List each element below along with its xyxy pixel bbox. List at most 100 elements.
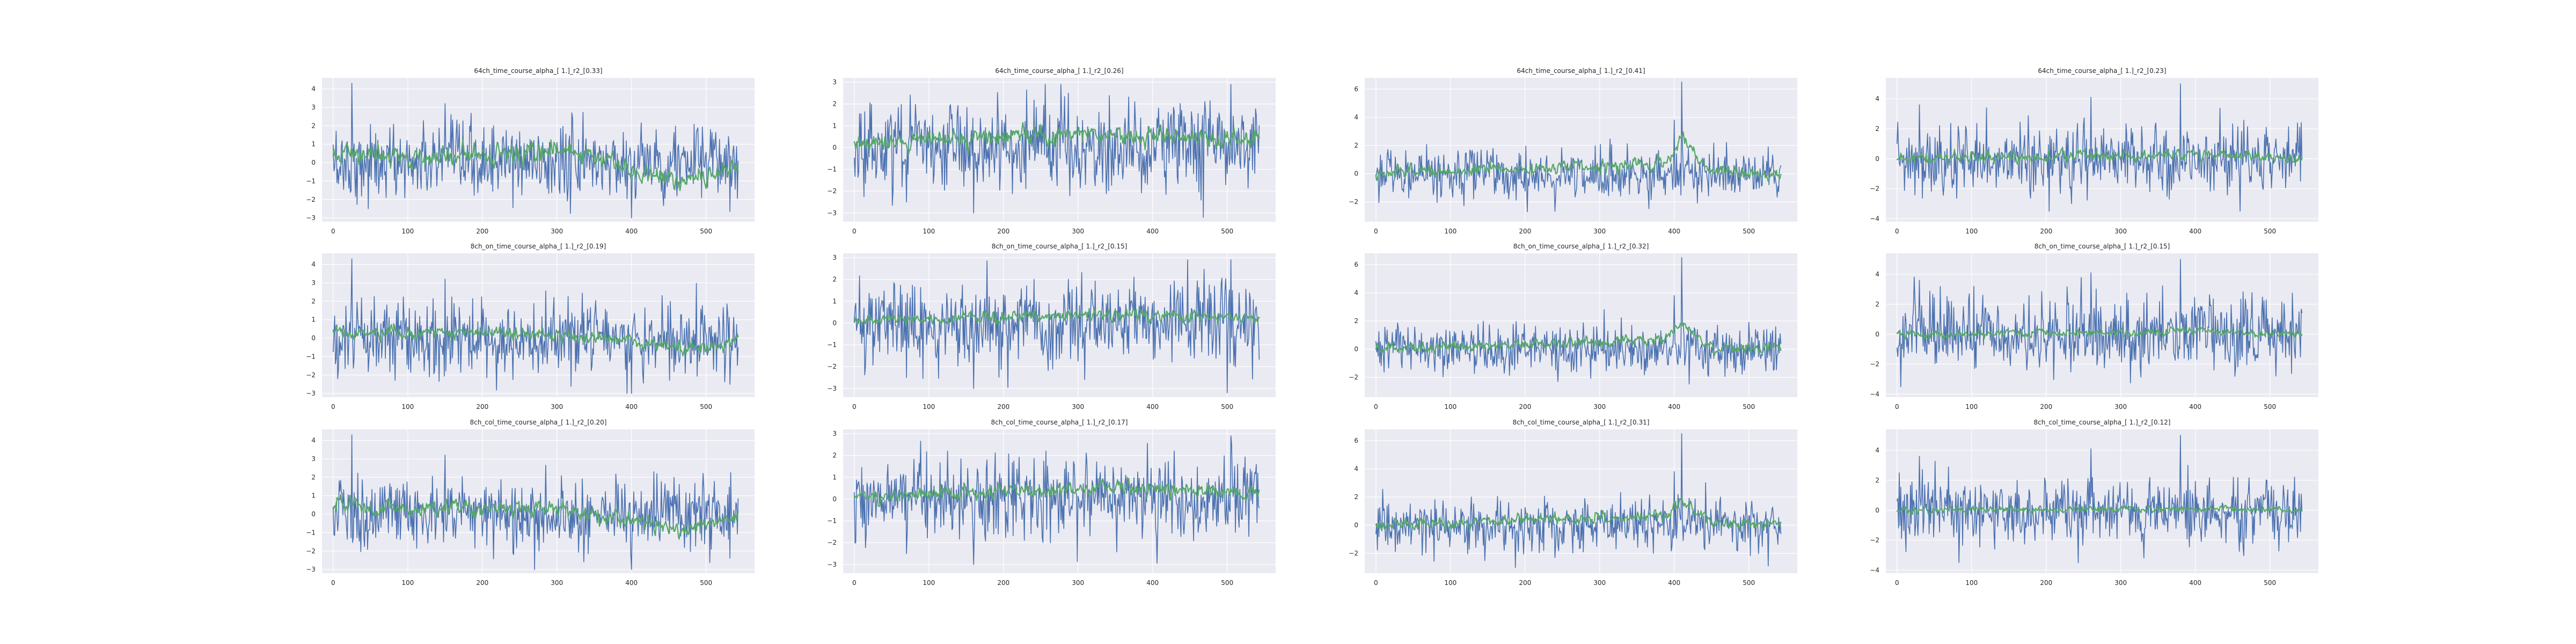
- y-tick-label: 0: [311, 334, 316, 342]
- x-tick-label: 400: [1146, 579, 1159, 587]
- y-tick-label: −2: [306, 371, 316, 379]
- x-tick-label: 300: [1072, 403, 1084, 411]
- x-tick-label: 200: [997, 579, 1009, 587]
- x-tick-label: 100: [1965, 403, 1978, 411]
- y-tick-label: 6: [1354, 85, 1358, 93]
- x-tick-label: 400: [1146, 228, 1159, 235]
- x-tick-label: 300: [551, 403, 563, 411]
- x-tick-label: 100: [1444, 579, 1457, 587]
- y-tick-label: 2: [311, 473, 316, 481]
- x-tick-label: 200: [476, 579, 488, 587]
- y-tick-label: −1: [306, 353, 316, 360]
- y-tick-label: −3: [827, 209, 837, 217]
- y-tick-label: 2: [832, 452, 837, 459]
- x-tick-label: 500: [1743, 579, 1755, 587]
- y-tick-label: 4: [1875, 95, 1879, 103]
- subplot-title: 8ch_col_time_course_alpha_[ 1.]_r2_[0.31…: [1513, 419, 1650, 426]
- subplot-title: 64ch_time_course_alpha_[ 1.]_r2_[0.23]: [2038, 67, 2166, 75]
- x-tick-label: 100: [401, 228, 414, 235]
- y-tick-label: −4: [1870, 390, 1879, 398]
- x-tick-label: 200: [476, 228, 488, 235]
- y-tick-label: −3: [306, 390, 316, 397]
- y-tick-label: 4: [311, 437, 316, 444]
- x-tick-label: 100: [1965, 228, 1978, 235]
- x-tick-label: 500: [2264, 579, 2276, 587]
- y-tick-label: −1: [827, 166, 837, 173]
- x-tick-label: 0: [852, 228, 857, 235]
- x-tick-label: 400: [1668, 228, 1680, 235]
- y-tick-label: −2: [827, 187, 837, 195]
- y-tick-label: −2: [1870, 361, 1879, 368]
- x-tick-label: 400: [1668, 579, 1680, 587]
- series-line-2: [332, 494, 739, 540]
- y-tick-label: 4: [1875, 270, 1879, 278]
- x-tick-label: 200: [2040, 579, 2052, 587]
- y-tick-label: 0: [832, 319, 837, 327]
- y-tick-label: −2: [306, 547, 316, 555]
- subplot-3: 0 100 200 300 400 500 −2 0 2 4 6 64ch_time_course_a…: [1349, 67, 1797, 235]
- x-tick-label: 400: [2189, 579, 2201, 587]
- y-tick-label: 3: [311, 104, 316, 111]
- y-tick-label: −1: [827, 341, 837, 349]
- y-tick-label: 0: [1875, 507, 1879, 514]
- y-tick-label: −2: [306, 196, 316, 203]
- x-tick-label: 300: [1072, 579, 1084, 587]
- subplot-title: 64ch_time_course_alpha_[ 1.]_r2_[0.33]: [474, 67, 602, 75]
- y-tick-label: 2: [1354, 142, 1358, 149]
- subplot-grid: 0 100 200 300 400 500−3−2−10123464ch_time_cou…: [306, 67, 2318, 587]
- subplot-2: 0 100 200 300 400 500 −3 −2 −1 0 1 2 3 64ch_time_cour…: [827, 67, 1276, 235]
- y-tick-label: 1: [832, 122, 837, 129]
- y-tick-label: 3: [311, 279, 316, 287]
- x-tick-label: 400: [625, 579, 638, 587]
- x-tick-label: 500: [2264, 403, 2276, 411]
- y-tick-label: 4: [1354, 114, 1358, 121]
- y-tick-label: −2: [1870, 185, 1879, 193]
- x-tick-label: 200: [1519, 228, 1531, 235]
- subplot-6: 0 100 200 300 400 500 −3 −2 −1 0 1 2 3 8ch_on_time_co…: [827, 243, 1276, 411]
- axes-background: [1365, 78, 1797, 222]
- subplot-5: 0 100 200 300 400 500 −3 −2 −1 0 1 2 3 4 8ch_on_time_c…: [306, 243, 755, 411]
- subplot-title: 8ch_col_time_course_alpha_[ 1.]_r2_[0.20…: [470, 419, 607, 426]
- series-line-1: [333, 258, 739, 394]
- y-tick-label: 4: [311, 85, 316, 93]
- x-tick-label: 400: [625, 228, 638, 235]
- series-line-1: [854, 84, 1260, 218]
- axes-background: [1365, 253, 1797, 397]
- x-tick-label: 400: [2189, 403, 2201, 411]
- series-line-2: [1375, 497, 1782, 531]
- x-tick-label: 500: [1221, 579, 1233, 587]
- y-tick-label: −2: [1349, 550, 1358, 557]
- y-tick-label: 0: [1354, 346, 1358, 353]
- y-tick-label: 2: [1875, 477, 1879, 484]
- x-tick-label: 100: [923, 579, 935, 587]
- y-tick-label: 2: [832, 276, 837, 283]
- x-tick-label: 200: [1519, 579, 1531, 587]
- x-tick-label: 0: [331, 579, 335, 587]
- x-tick-label: 0: [1374, 403, 1378, 411]
- subplot-8: 0 100 200 300 400 500 −4 −2 0 2 4 8ch_on_time_cours…: [1870, 243, 2318, 411]
- series-line-2: [853, 122, 1260, 155]
- y-tick-label: 3: [832, 430, 837, 437]
- x-tick-label: 200: [2040, 228, 2052, 235]
- x-tick-label: 500: [1221, 228, 1233, 235]
- x-tick-label: 200: [476, 403, 488, 411]
- y-tick-label: 1: [311, 316, 316, 324]
- x-tick-label: 0: [331, 228, 335, 235]
- y-tick-label: 4: [1354, 465, 1358, 473]
- x-tick-label: 500: [1743, 228, 1755, 235]
- y-tick-label: 0: [311, 510, 316, 518]
- x-tick-label: 0: [852, 403, 857, 411]
- x-tick-label: 200: [1519, 403, 1531, 411]
- x-tick-label: 300: [1593, 228, 1606, 235]
- y-tick-label: 6: [1354, 261, 1358, 268]
- y-tick-label: 1: [311, 492, 316, 500]
- subplot-12: 0 100 200 300 400 500 −4 −2 0 2 4 8ch_col_time_cour…: [1870, 419, 2318, 587]
- x-tick-label: 200: [997, 228, 1009, 235]
- x-tick-label: 500: [2264, 228, 2276, 235]
- y-tick-label: 1: [832, 297, 837, 305]
- x-tick-label: 400: [2189, 228, 2201, 235]
- series-line-1: [1375, 433, 1782, 568]
- y-tick-label: 2: [1354, 317, 1358, 325]
- axes-background: [1365, 429, 1797, 573]
- series-line-2: [1896, 326, 2303, 340]
